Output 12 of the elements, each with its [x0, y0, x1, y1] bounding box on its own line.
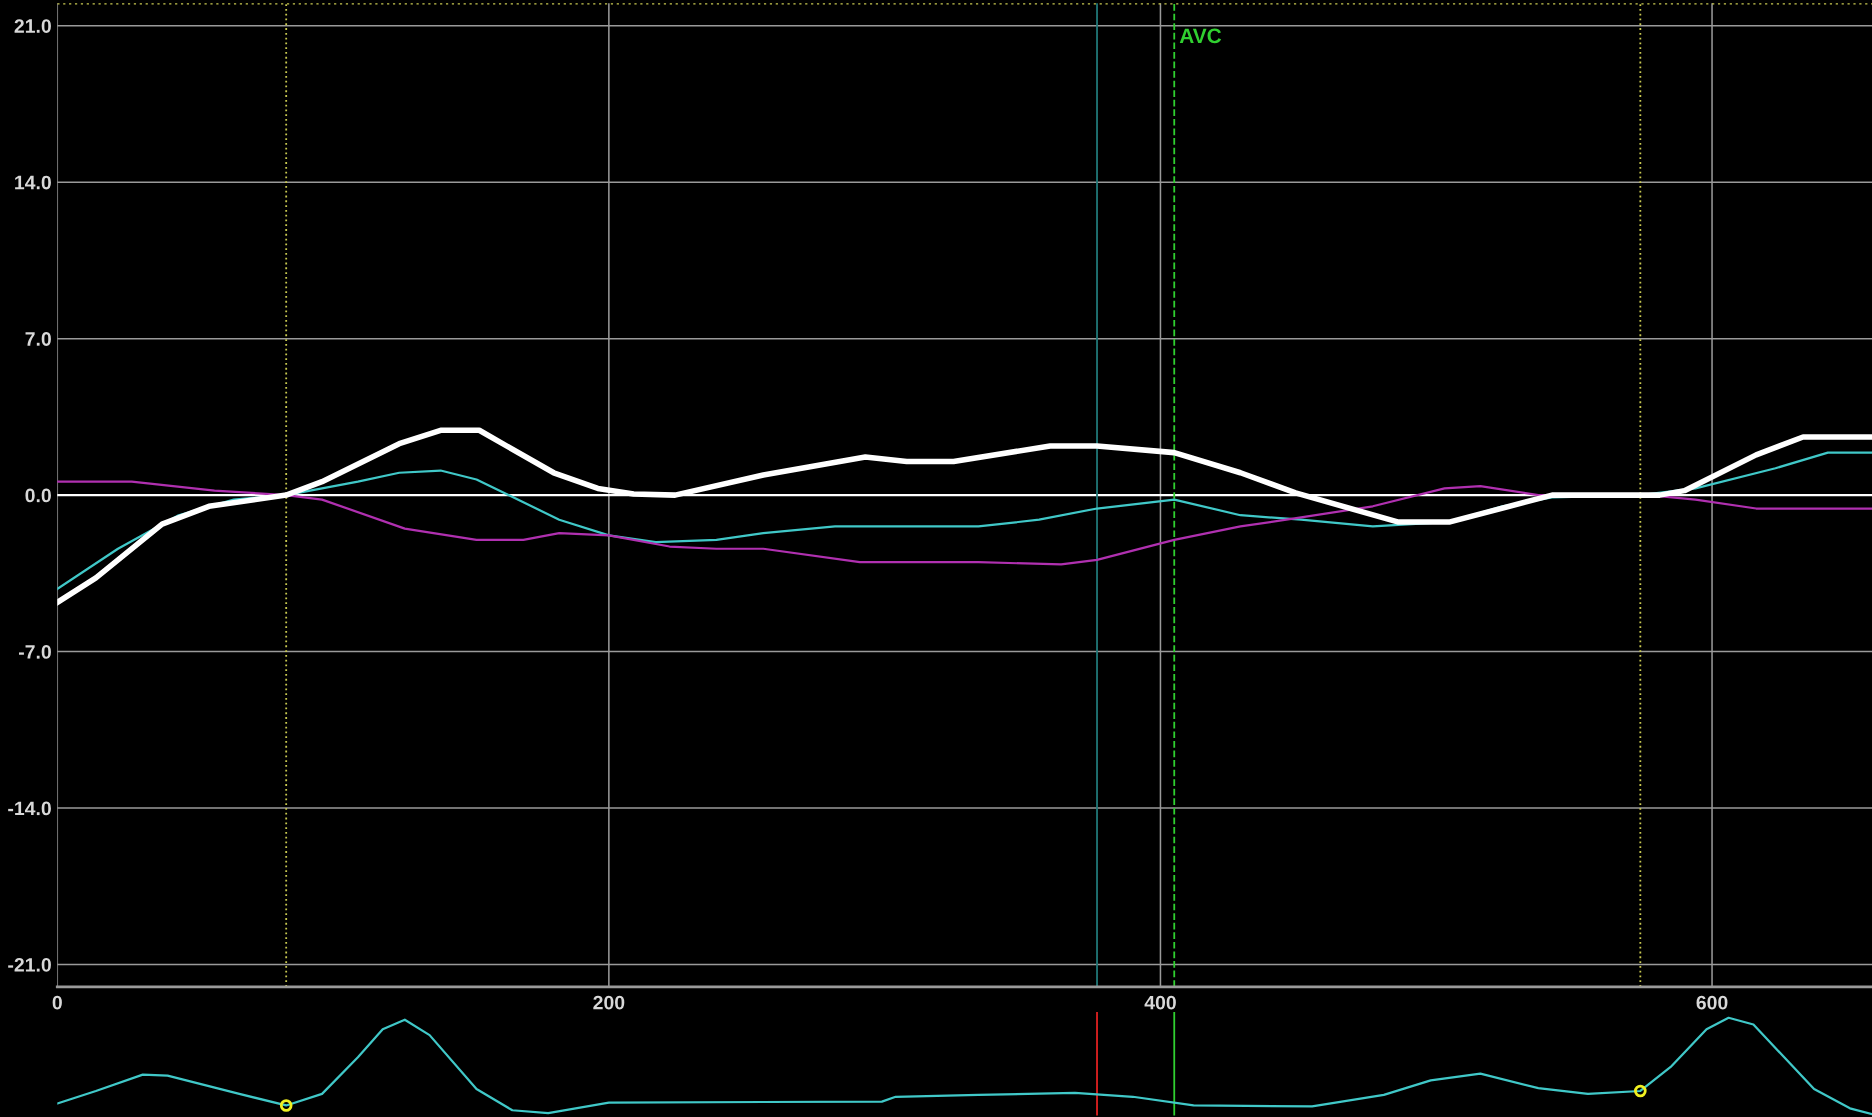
y-tick-label: -7.0	[18, 645, 51, 659]
x-tick-label: 200	[593, 995, 625, 1010]
y-tick-label: -21.0	[8, 957, 51, 972]
y-tick-label: 7.0	[25, 332, 51, 346]
y-tick-label: 21.0	[14, 19, 51, 33]
x-tick-label: 600	[1696, 995, 1728, 1010]
y-tick-label: -14.0	[8, 801, 51, 816]
x-tick-label: 400	[1144, 995, 1176, 1010]
y-tick-label: 14.0	[15, 175, 51, 190]
x-tick-label: 0	[52, 995, 62, 1010]
y-tick-label: 0.0	[25, 488, 51, 503]
ref-line-label: AVC	[1179, 28, 1222, 44]
